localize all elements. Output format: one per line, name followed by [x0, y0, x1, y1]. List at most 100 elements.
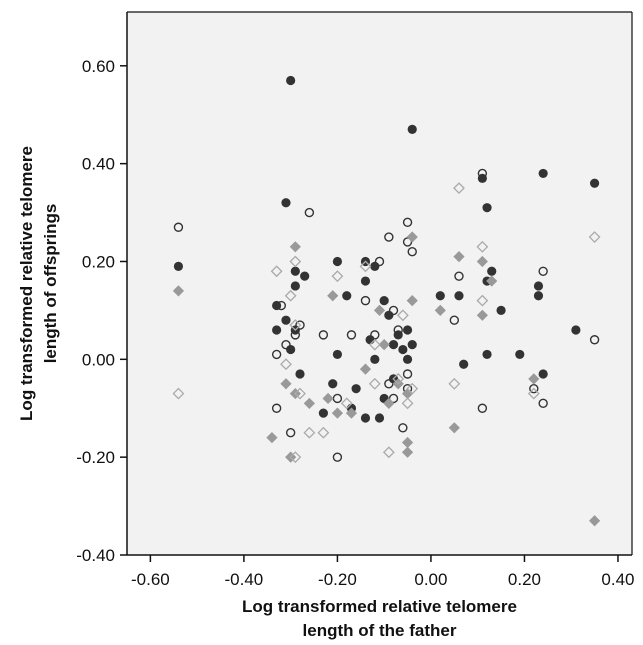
x-tick-label: -0.20: [318, 570, 357, 589]
open-circle-point-1-25: [402, 369, 413, 379]
open-diamond-point-3-23: [476, 294, 489, 307]
filled-diamond-point-2-1: [289, 241, 301, 253]
filled-diamond-point-2-2: [280, 378, 292, 390]
open-circle-point-1-27: [449, 315, 460, 325]
open-circle-point-1-33: [538, 398, 548, 409]
x-tick-label: 0.00: [414, 570, 447, 589]
filled-circle-point-0-26: [374, 413, 385, 423]
open-circle-point-1-1: [304, 207, 315, 218]
filled-diamond-point-2-24: [476, 255, 488, 268]
filled-diamond-point-2-7: [327, 290, 339, 302]
open-diamond-point-3-16: [392, 372, 405, 385]
filled-circle-point-0-31: [398, 344, 408, 355]
open-diamond-point-3-14: [368, 377, 381, 390]
open-circle-point-1-5: [295, 320, 305, 330]
filled-circle-point-0-0: [173, 261, 184, 271]
filled-circle-point-0-2: [407, 124, 417, 135]
open-diamond-point-3-17: [396, 309, 409, 322]
y-axis-title-line-1: Log transformed relative telomere: [17, 146, 36, 421]
filled-circle-point-0-52: [589, 178, 600, 188]
open-diamond-point-3-18: [406, 382, 419, 395]
filled-circle-point-0-49: [533, 291, 544, 301]
filled-circle-point-0-45: [482, 349, 492, 360]
y-tick-label: 0.60: [82, 57, 115, 76]
open-circle-point-1-17: [388, 305, 399, 316]
open-diamond-point-3-0: [172, 387, 185, 400]
filled-diamond-point-2-27: [528, 373, 540, 385]
filled-circle-point-0-35: [370, 354, 380, 364]
y-axis-title-line-2: length of offsprings: [41, 204, 60, 364]
open-circle-point-1-30: [477, 403, 488, 413]
open-circle-point-1-3: [281, 339, 291, 350]
open-diamond-point-3-5: [280, 358, 292, 371]
open-diamond-point-3-11: [340, 397, 353, 410]
open-circle-point-1-2: [276, 300, 287, 311]
filled-circle-point-0-11: [286, 344, 296, 355]
filled-circle-point-0-14: [342, 291, 352, 301]
filled-diamond-point-2-8: [322, 392, 334, 405]
filled-circle-point-0-15: [332, 349, 343, 360]
filled-diamond-point-2-13: [378, 339, 390, 351]
x-axis-title-line-2: length of the father: [303, 621, 457, 640]
axes: -0.40 -0.20 0.00 0.20 0.40 0.60 -0.60 -0.40 -0.2…: [76, 11, 635, 589]
x-axis-title-line-1: Log transformed relative telomere: [242, 597, 517, 616]
filled-circle-point-0-4: [290, 266, 300, 276]
open-circle-point-1-32: [529, 383, 539, 394]
filled-circle-point-0-1: [286, 75, 296, 86]
open-circle-point-1-11: [332, 452, 343, 462]
open-circle-point-1-7: [271, 403, 282, 413]
open-diamond-point-3-20: [453, 182, 465, 195]
filled-diamond-point-2-15: [383, 397, 395, 409]
filled-circle-point-0-16: [328, 379, 338, 389]
filled-circle-point-0-25: [360, 413, 371, 423]
open-diamond-point-3-4: [289, 319, 302, 332]
filled-circle-point-0-22: [379, 296, 389, 306]
filled-diamond-point-2-22: [448, 422, 460, 434]
x-tick-label: 0.20: [508, 570, 541, 589]
filled-circle-point-0-43: [487, 266, 497, 276]
filled-circle-point-0-6: [290, 281, 300, 291]
filled-diamond-point-2-20: [401, 446, 414, 458]
open-diamond-point-3-13: [368, 338, 381, 351]
open-diamond-point-3-8: [303, 426, 316, 439]
open-diamond-point-3-25: [588, 231, 601, 243]
filled-circle-point-0-50: [538, 369, 548, 379]
filled-circle-point-0-38: [454, 291, 464, 301]
filled-diamond-point-2-26: [486, 275, 498, 287]
x-tick-label: 0.40: [601, 570, 634, 589]
x-tick-label: -0.40: [225, 570, 264, 589]
filled-circle-point-0-24: [351, 384, 361, 394]
open-diamond-point-3-9: [317, 426, 330, 439]
open-diamond-point-3-6: [294, 387, 306, 400]
filled-diamond-point-2-16: [401, 387, 414, 400]
filled-circle-point-0-39: [459, 359, 469, 369]
filled-diamond-point-2-23: [453, 250, 465, 263]
open-circle-point-1-8: [285, 428, 296, 438]
open-circle-point-1-22: [402, 217, 413, 228]
filled-diamond-point-2-21: [434, 304, 446, 317]
open-diamond-point-3-15: [382, 446, 395, 459]
filled-diamond-point-2-11: [359, 363, 372, 375]
filled-diamond-point-2-10: [345, 407, 358, 419]
open-diamond-point-3-7: [289, 451, 302, 464]
filled-circle-point-0-44: [496, 305, 506, 316]
y-tick-label: 0.00: [82, 350, 115, 369]
open-circle-point-1-34: [589, 335, 600, 345]
filled-circle-point-0-27: [384, 310, 394, 320]
y-tick-label: -0.40: [76, 546, 115, 565]
open-circle-point-1-6: [271, 349, 282, 360]
filled-circle-point-0-23: [365, 335, 375, 345]
filled-diamond-point-2-0: [172, 285, 185, 297]
open-diamond-point-3-2: [289, 255, 302, 268]
open-diamond-point-3-12: [359, 260, 372, 273]
plot-area: [127, 12, 632, 555]
filled-circle-point-0-51: [571, 325, 581, 335]
y-tick-label: 0.20: [82, 252, 115, 271]
open-circle-point-1-12: [346, 330, 357, 340]
filled-circle-point-0-40: [477, 173, 487, 183]
filled-circle-point-0-33: [402, 354, 413, 364]
filled-diamond-point-2-25: [476, 309, 488, 321]
filled-circle-point-0-12: [295, 369, 305, 379]
open-circle-point-1-16: [384, 232, 394, 242]
